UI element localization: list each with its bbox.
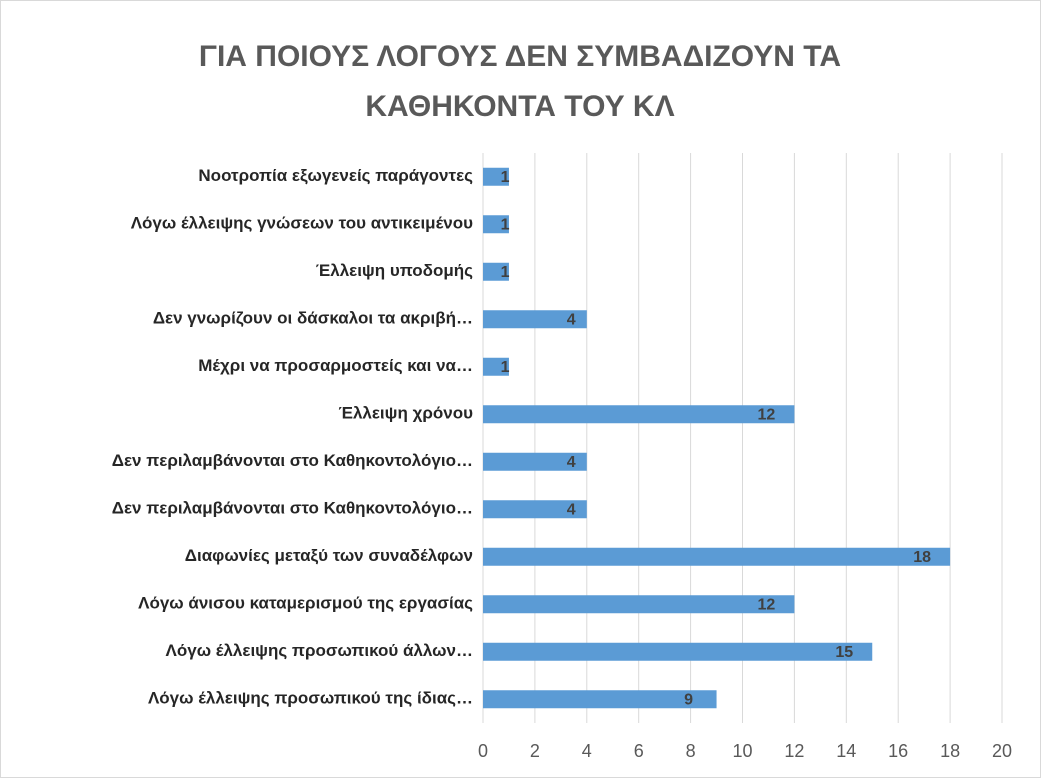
bar (483, 310, 587, 329)
y-tick-label: Μέχρι να προσαρμοστείς και να… (198, 356, 473, 375)
x-tick-label: 20 (992, 741, 1012, 761)
x-tick-label: 14 (836, 741, 856, 761)
data-label: 18 (913, 549, 931, 566)
y-tick-label: Λόγω έλλειψης προσωπικού άλλων… (166, 641, 473, 660)
data-label: 1 (501, 216, 510, 233)
y-tick-label: Λόγω έλλειψης προσωπικού της ίδιας… (148, 689, 473, 708)
y-tick-label: Έλλειψη χρόνου (338, 404, 473, 423)
bar (483, 642, 873, 661)
data-label: 1 (501, 264, 510, 281)
bar (483, 547, 951, 566)
x-tick-label: 10 (732, 741, 752, 761)
y-tick-label: Δεν περιλαμβάνονται στο Καθηκοντολόγιο… (112, 451, 473, 470)
x-tick-label: 0 (478, 741, 488, 761)
data-label: 15 (835, 644, 853, 661)
x-tick-label: 4 (582, 741, 592, 761)
y-tick-label: Δεν γνωρίζουν οι δάσκαλοι τα ακριβή… (153, 309, 473, 328)
bar (483, 452, 587, 471)
data-label: 12 (758, 406, 776, 423)
data-label: 4 (567, 501, 576, 518)
x-tick-label: 16 (888, 741, 908, 761)
bar (483, 500, 587, 519)
y-tick-label: Λόγω άνισου καταμερισμού της εργασίας (138, 594, 473, 613)
data-label: 4 (567, 454, 576, 471)
chart-title: ΓΙΑ ΠΟΙΟΥΣ ΛΟΓΟΥΣ ΔΕΝ ΣΥΜΒΑΔΙΖΟΥΝ ΤΑ ΚΑΘ… (198, 40, 842, 123)
y-tick-label: Δεν περιλαμβάνονται στο Καθηκοντολόγιο… (112, 499, 473, 518)
x-tick-label: 12 (784, 741, 804, 761)
y-tick-label: Λόγω έλλειψης γνώσεων του αντικειμένου (131, 214, 473, 233)
y-tick-label: Νοοτροπία εξωγενείς παράγοντες (198, 166, 473, 185)
data-label: 1 (501, 359, 510, 376)
x-tick-label: 8 (686, 741, 696, 761)
x-tick-label: 6 (634, 741, 644, 761)
bar (483, 595, 795, 614)
y-tick-label: Διαφωνίες μεταξύ των συναδέλφων (185, 546, 473, 565)
bar (483, 215, 509, 234)
bar (483, 690, 717, 709)
bar (483, 405, 795, 424)
bar (483, 262, 509, 281)
bar (483, 167, 509, 186)
x-tick-label: 18 (940, 741, 960, 761)
data-label: 9 (684, 691, 693, 708)
y-tick-label: Έλλειψη υποδομής (316, 261, 473, 280)
data-label: 12 (758, 596, 776, 613)
x-tick-label: 2 (530, 741, 540, 761)
data-label: 4 (567, 311, 576, 328)
bar (483, 357, 509, 376)
data-label: 1 (501, 169, 510, 186)
